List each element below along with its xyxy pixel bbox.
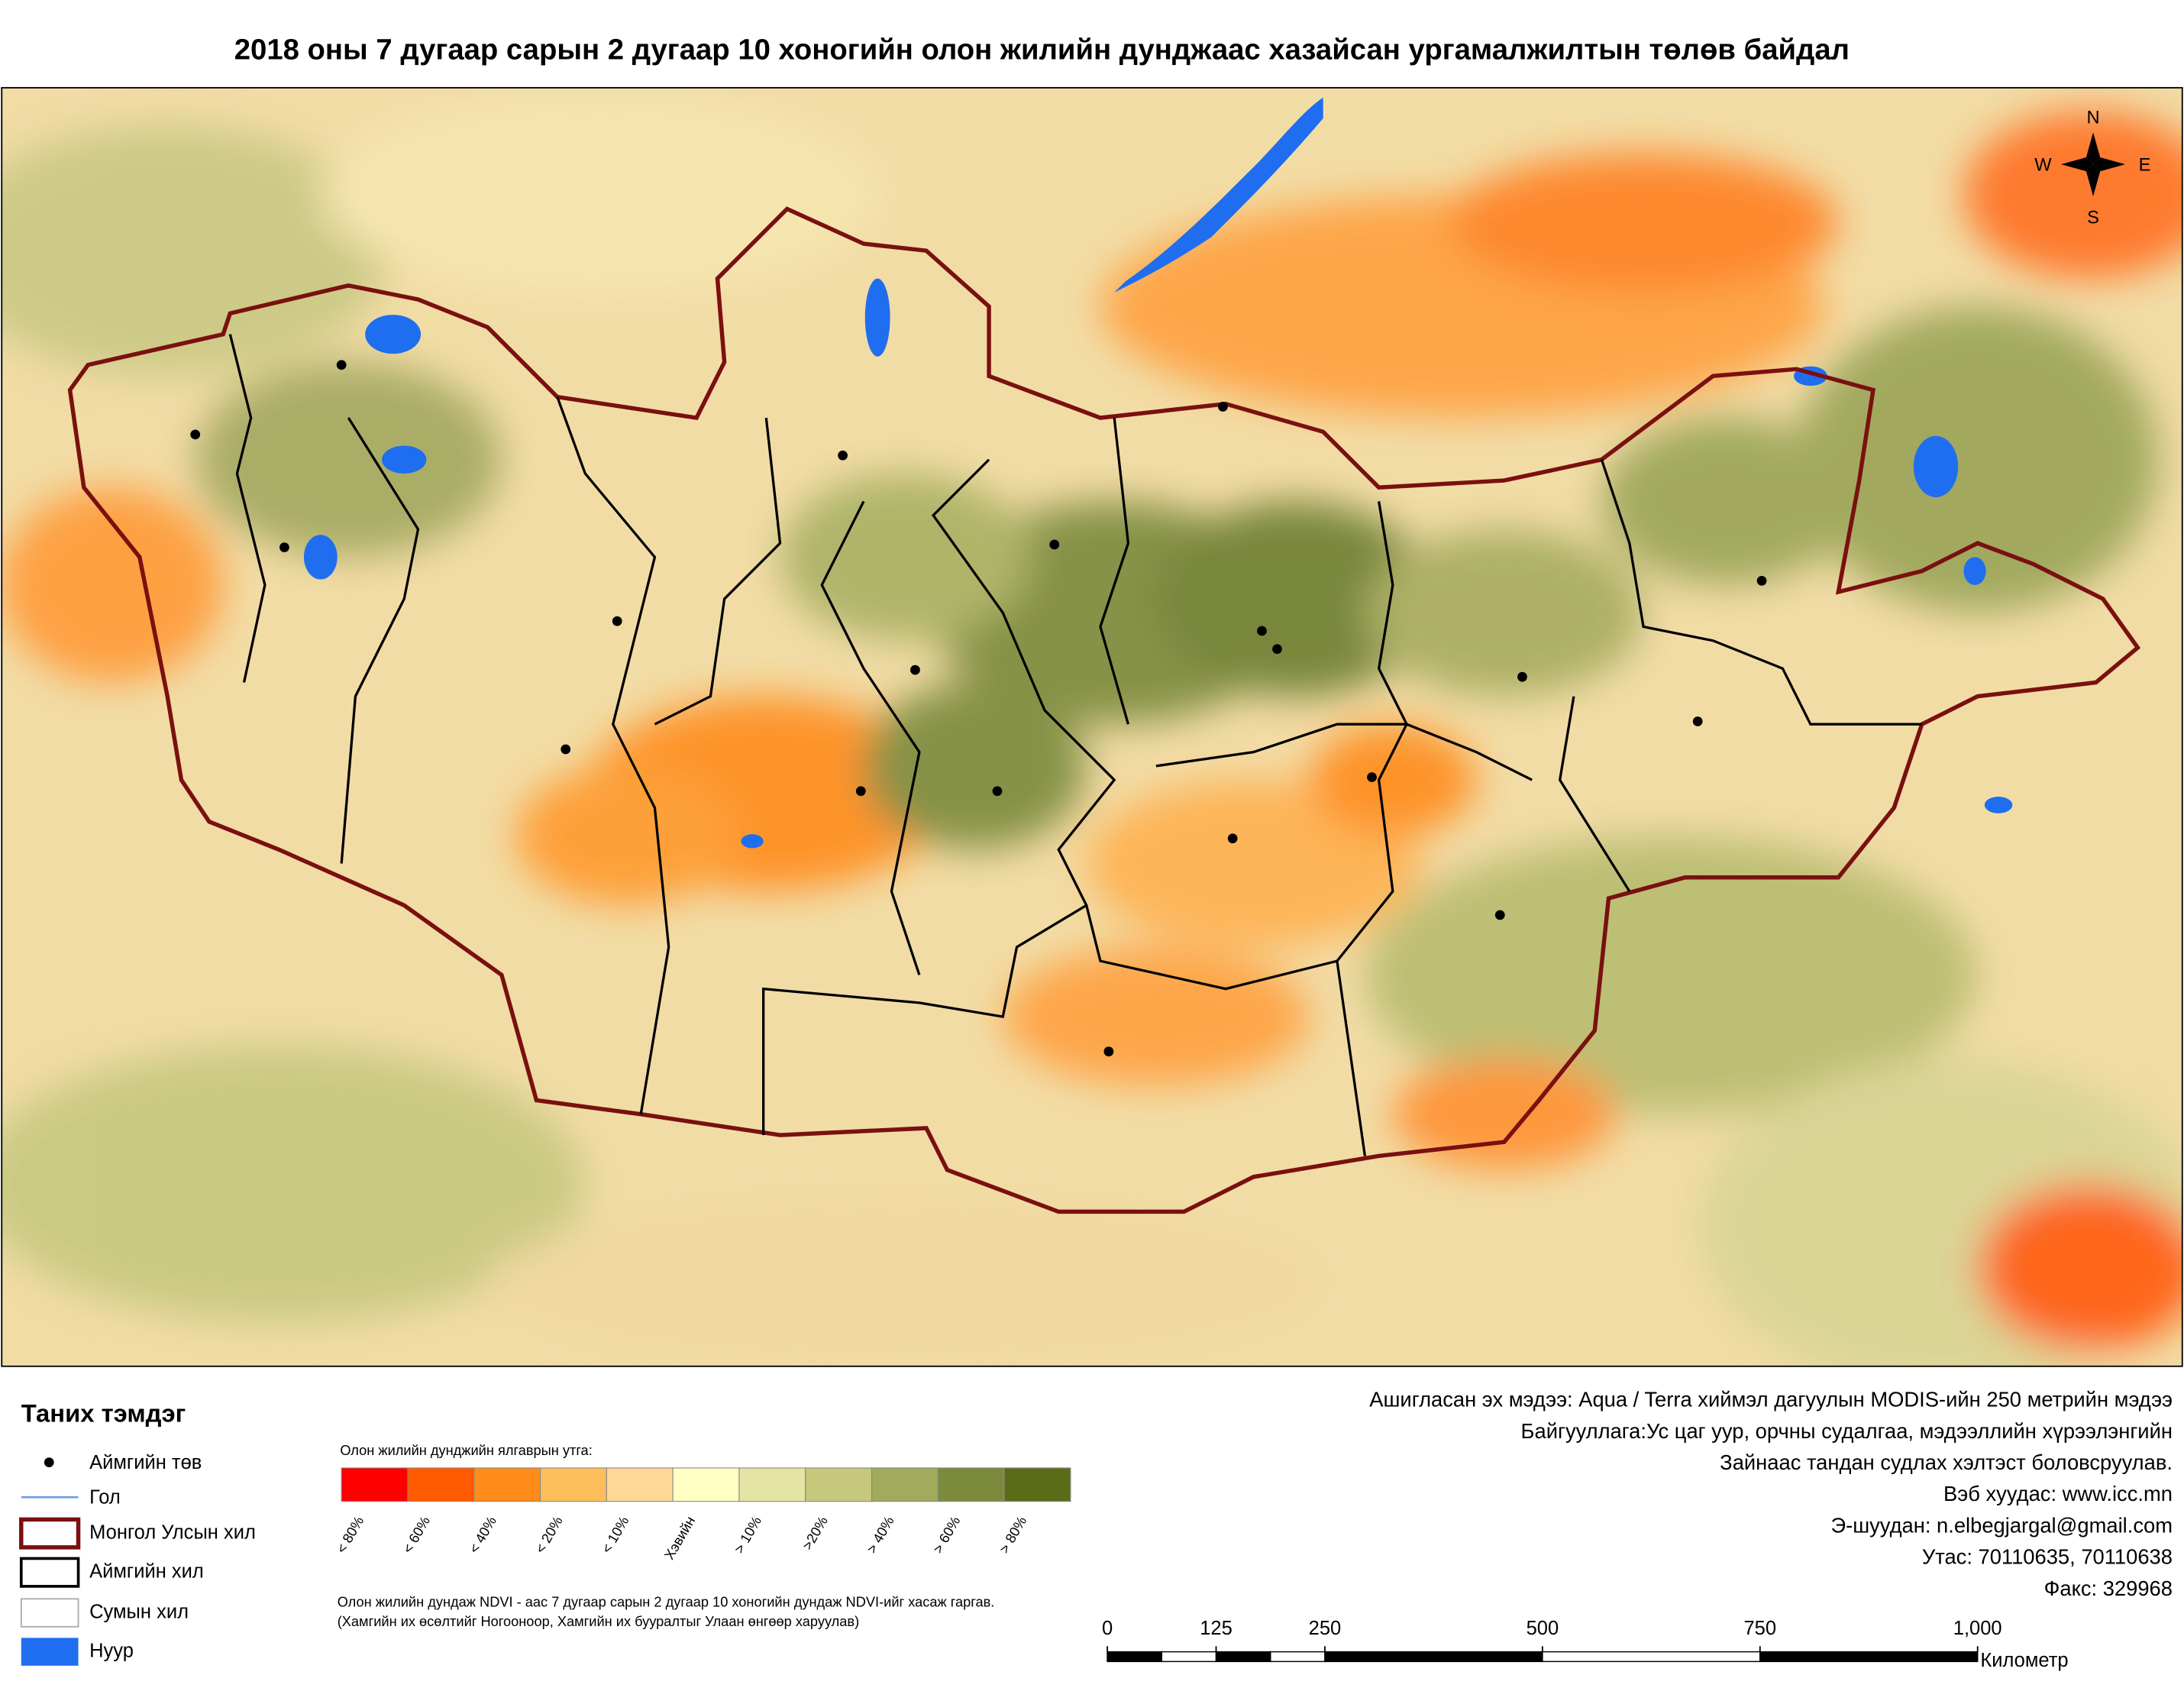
scale-segment [1215, 1651, 1271, 1663]
legend-label: Нуур [89, 1640, 134, 1661]
credit-line: Байгууллага:Ус цаг уур, орчны судалгаа, … [1521, 1419, 2173, 1443]
color-swatch [672, 1467, 740, 1502]
scale-tick-label: 125 [1200, 1618, 1233, 1639]
color-scale-title: Олон жилийн дунджийн ялгаврын утга: [340, 1442, 592, 1458]
scale-segment [1161, 1651, 1217, 1663]
color-swatch [473, 1467, 541, 1502]
color-swatch [805, 1467, 873, 1502]
legend-label: Сумын хил [89, 1601, 189, 1622]
scale-bar: 0 125 250 500 750 1,000 Километр [1102, 1618, 2069, 1671]
color-swatch [1003, 1467, 1071, 1502]
credit-line: Ашигласан эх мэдээ: Aqua / Terra хиймэл … [1369, 1388, 2173, 1412]
credits: Ашигласан эх мэдээ: Aqua / Terra хиймэл … [1369, 1388, 2173, 1600]
map-title: 2018 оны 7 дугаар сарын 2 дугаар 10 хоно… [234, 34, 1850, 66]
scale-tick-label: 1,000 [1953, 1618, 2002, 1639]
color-scale: Олон жилийн дунджийн ялгаврын утга: < 80… [333, 1442, 1071, 1562]
legend: Таних тэмдэг Аймгийн төв Гол Монгол Улсы… [19, 1399, 256, 1666]
color-swatch [937, 1467, 1005, 1502]
color-swatch [606, 1467, 674, 1502]
color-swatch [738, 1467, 806, 1502]
color-swatch [341, 1467, 409, 1502]
legend-label: Аймгийн төв [89, 1452, 202, 1473]
scale-segment [1107, 1651, 1163, 1663]
scale-unit: Километр [1980, 1650, 2068, 1671]
compass-n: N [2086, 108, 2099, 128]
note: (Хамгийн их өсөлтийг Ногооноор, Хамгийн … [338, 1613, 859, 1629]
raster [2, 87, 2182, 1366]
color-swatch [871, 1467, 939, 1502]
scale-tick-label: 500 [1527, 1618, 1559, 1639]
map-frame [1, 86, 2183, 1367]
scale-segment [1324, 1651, 1543, 1663]
compass: N E S W [2034, 108, 2150, 228]
compass-s: S [2087, 209, 2099, 228]
scale-tick-label: 0 [1102, 1618, 1113, 1639]
credit-line: Вэб хуудас: www.icc.mn [1943, 1482, 2173, 1505]
credit-line: Факс: 329968 [2044, 1576, 2173, 1600]
legend-label: Монгол Улсын хил [89, 1521, 256, 1543]
scale-segment [1270, 1651, 1326, 1663]
scale-tick-label: 750 [1744, 1618, 1777, 1639]
color-swatch [407, 1467, 475, 1502]
credit-line: Э-шуудан: n.elbegjargal@gmail.com [1830, 1513, 2173, 1537]
scale-segment [1542, 1651, 1761, 1663]
scale-tick-label: 250 [1309, 1618, 1342, 1639]
compass-w: W [2034, 155, 2052, 175]
note: Олон жилийн дундаж NDVI - аас 7 дугаар с… [338, 1594, 995, 1610]
credit-line: Зайнаас тандан судлах хэлтэст боловсруул… [1720, 1450, 2173, 1474]
compass-e: E [2139, 155, 2151, 175]
legend-title: Таних тэмдэг [21, 1399, 186, 1427]
legend-label: Гол [89, 1487, 121, 1509]
color-swatch [540, 1467, 607, 1502]
legend-label: Аймгийн хил [89, 1560, 204, 1582]
credit-line: Утас: 70110635, 70110638 [1922, 1545, 2173, 1569]
scale-segment [1759, 1651, 1979, 1663]
